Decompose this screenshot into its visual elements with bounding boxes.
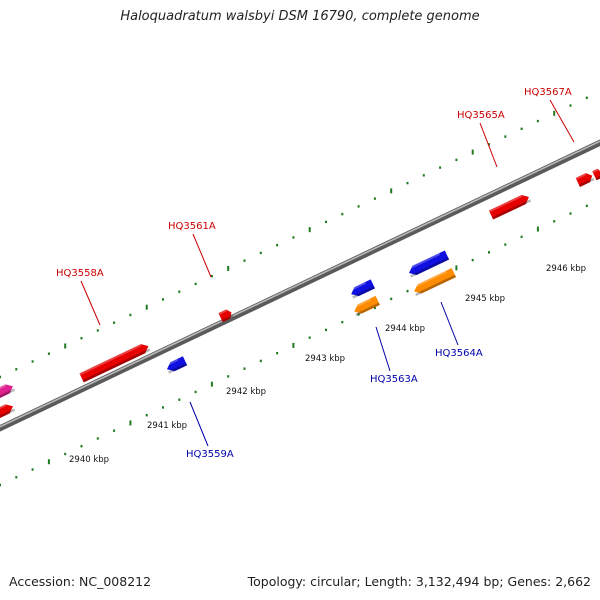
leader-line xyxy=(549,99,575,143)
gene-arrow-gloss xyxy=(352,298,372,309)
gene-arrow-body xyxy=(592,168,600,181)
gene-arrow-shade xyxy=(415,274,457,296)
gene-arrow-body xyxy=(354,295,380,314)
gene-arrow-body xyxy=(351,279,375,297)
leader-line xyxy=(189,401,209,447)
gene-arrow-orange xyxy=(411,268,457,296)
gene-arrow-body xyxy=(0,384,13,401)
leader-line xyxy=(192,233,212,278)
genome-title: Haloquadratum walsbyi DSM 16790, complet… xyxy=(120,9,480,24)
scale-label: 2944 kbp xyxy=(385,324,425,334)
gene-arrow-gloss xyxy=(164,358,179,367)
scale-label: 2946 kbp xyxy=(546,264,586,274)
gene-label-hq3558a[interactable]: HQ3558A xyxy=(56,268,104,279)
gene-label-hq3567a[interactable]: HQ3567A xyxy=(524,87,572,98)
leader-line xyxy=(375,326,391,372)
scale-label: 2943 kbp xyxy=(305,354,345,364)
gene-arrow-blue xyxy=(406,250,450,278)
gene-arrow-blue xyxy=(349,279,375,299)
scale-label: 2940 kbp xyxy=(69,455,109,465)
gene-arrow-body xyxy=(166,356,188,372)
gene-arrow-red xyxy=(488,195,532,220)
scale-label: 2942 kbp xyxy=(226,387,266,397)
gene-arrow-shade xyxy=(410,257,450,278)
gene-arrow-shade xyxy=(355,302,380,317)
gene-arrow-pink xyxy=(0,384,16,401)
gene-label-hq3559a[interactable]: HQ3559A xyxy=(186,449,234,460)
gene-arrow-gloss xyxy=(488,195,523,213)
gene-arrow-red xyxy=(79,344,151,383)
gene-label-hq3565a[interactable]: HQ3565A xyxy=(457,110,505,121)
gene-arrow-gloss xyxy=(349,281,367,292)
gene-arrow-gloss xyxy=(0,404,7,414)
genome-backbone-highlight xyxy=(0,140,600,428)
topology-text: Topology: circular; Length: 3,132,494 bp… xyxy=(247,574,591,589)
gene-arrow-body xyxy=(575,173,593,187)
gene-arrow-body xyxy=(0,404,13,421)
scale-ticks-bottom xyxy=(0,204,588,487)
genome-backbone xyxy=(0,139,600,432)
gene-arrow-body xyxy=(79,344,149,383)
gene-arrow-body xyxy=(414,268,457,294)
gene-arrow-gloss xyxy=(575,173,587,180)
gene-arrow-shade xyxy=(0,388,16,401)
leader-line xyxy=(440,301,459,346)
gene-label-hq3564a[interactable]: HQ3564A xyxy=(435,348,483,359)
gene-arrow-gloss xyxy=(79,344,142,376)
gene-arrow-gloss xyxy=(0,384,7,394)
gene-arrow-shade xyxy=(0,408,16,421)
label-leaders xyxy=(80,99,575,447)
gene-arrow-shade xyxy=(221,314,234,323)
gene-label-hq3563a[interactable]: HQ3563A xyxy=(370,374,418,385)
gene-arrow-gloss xyxy=(411,270,448,289)
scale-label: 2941 kbp xyxy=(147,421,187,431)
gene-arrow-orange xyxy=(352,295,380,317)
scale-label: 2945 kbp xyxy=(465,294,505,304)
gene-arrow-red xyxy=(218,309,234,323)
gene-arrow-body xyxy=(218,309,232,323)
gene-arrow-shade xyxy=(352,286,375,299)
gene-arrow-gloss xyxy=(406,253,441,271)
gene-arrow-gloss xyxy=(218,309,227,315)
gene-arrow-gloss xyxy=(592,168,599,174)
gene-arrow-body xyxy=(409,250,450,275)
leader-line xyxy=(80,280,101,326)
gene-arrow-shade xyxy=(578,177,595,187)
gene-arrow-shade xyxy=(82,348,151,383)
gene-arrow-red xyxy=(575,173,595,187)
gene-arrow-shade xyxy=(492,199,532,220)
accession-text: Accession: NC_008212 xyxy=(9,574,152,589)
scale-ticks-top xyxy=(0,96,588,379)
gene-label-hq3561a[interactable]: HQ3561A xyxy=(168,221,216,232)
gene-arrow-blue xyxy=(164,356,188,374)
leader-line xyxy=(479,122,498,168)
gene-arrow-red xyxy=(0,404,16,421)
gene-features xyxy=(0,168,600,421)
gene-arrow-body xyxy=(488,195,529,220)
gene-arrow-shade xyxy=(168,362,188,374)
